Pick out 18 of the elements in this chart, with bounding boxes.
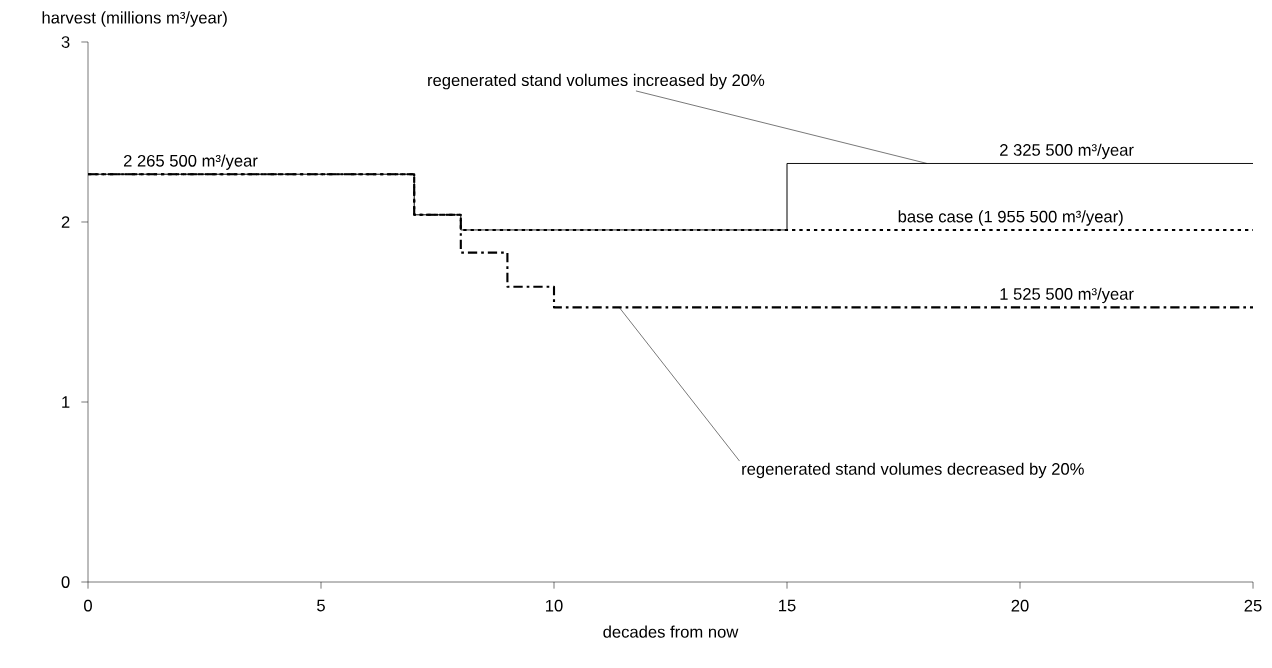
annotation: regenerated stand volumes decreased by 20%	[742, 462, 1084, 479]
annotation: base case (1 955 500 m³/year)	[898, 210, 1123, 226]
annotation: 2 325 500 m³/year	[1000, 143, 1134, 160]
x-tick-label: 0	[84, 599, 92, 612]
x-tick-label: 20	[1011, 599, 1029, 612]
x-tick-label: 25	[1244, 599, 1262, 612]
y-tick-label: 1	[62, 396, 70, 408]
x-tick-label: 15	[779, 599, 796, 612]
x-axis-title: decades from now	[603, 625, 739, 638]
annotation: 1 525 500 m³/year	[1000, 287, 1134, 304]
x-tick-label: 5	[317, 599, 325, 612]
x-tick-label: 10	[546, 599, 563, 612]
annotation: 2 265 500 m³/year	[123, 154, 258, 170]
annotation: regenerated stand volumes increased by 20%	[428, 73, 765, 90]
y-tick-label: 0	[61, 576, 70, 588]
y-axis-title: harvest (millions m³/year)	[42, 11, 227, 27]
y-tick-label: 3	[61, 36, 70, 48]
y-tick-label: 2	[61, 216, 70, 228]
